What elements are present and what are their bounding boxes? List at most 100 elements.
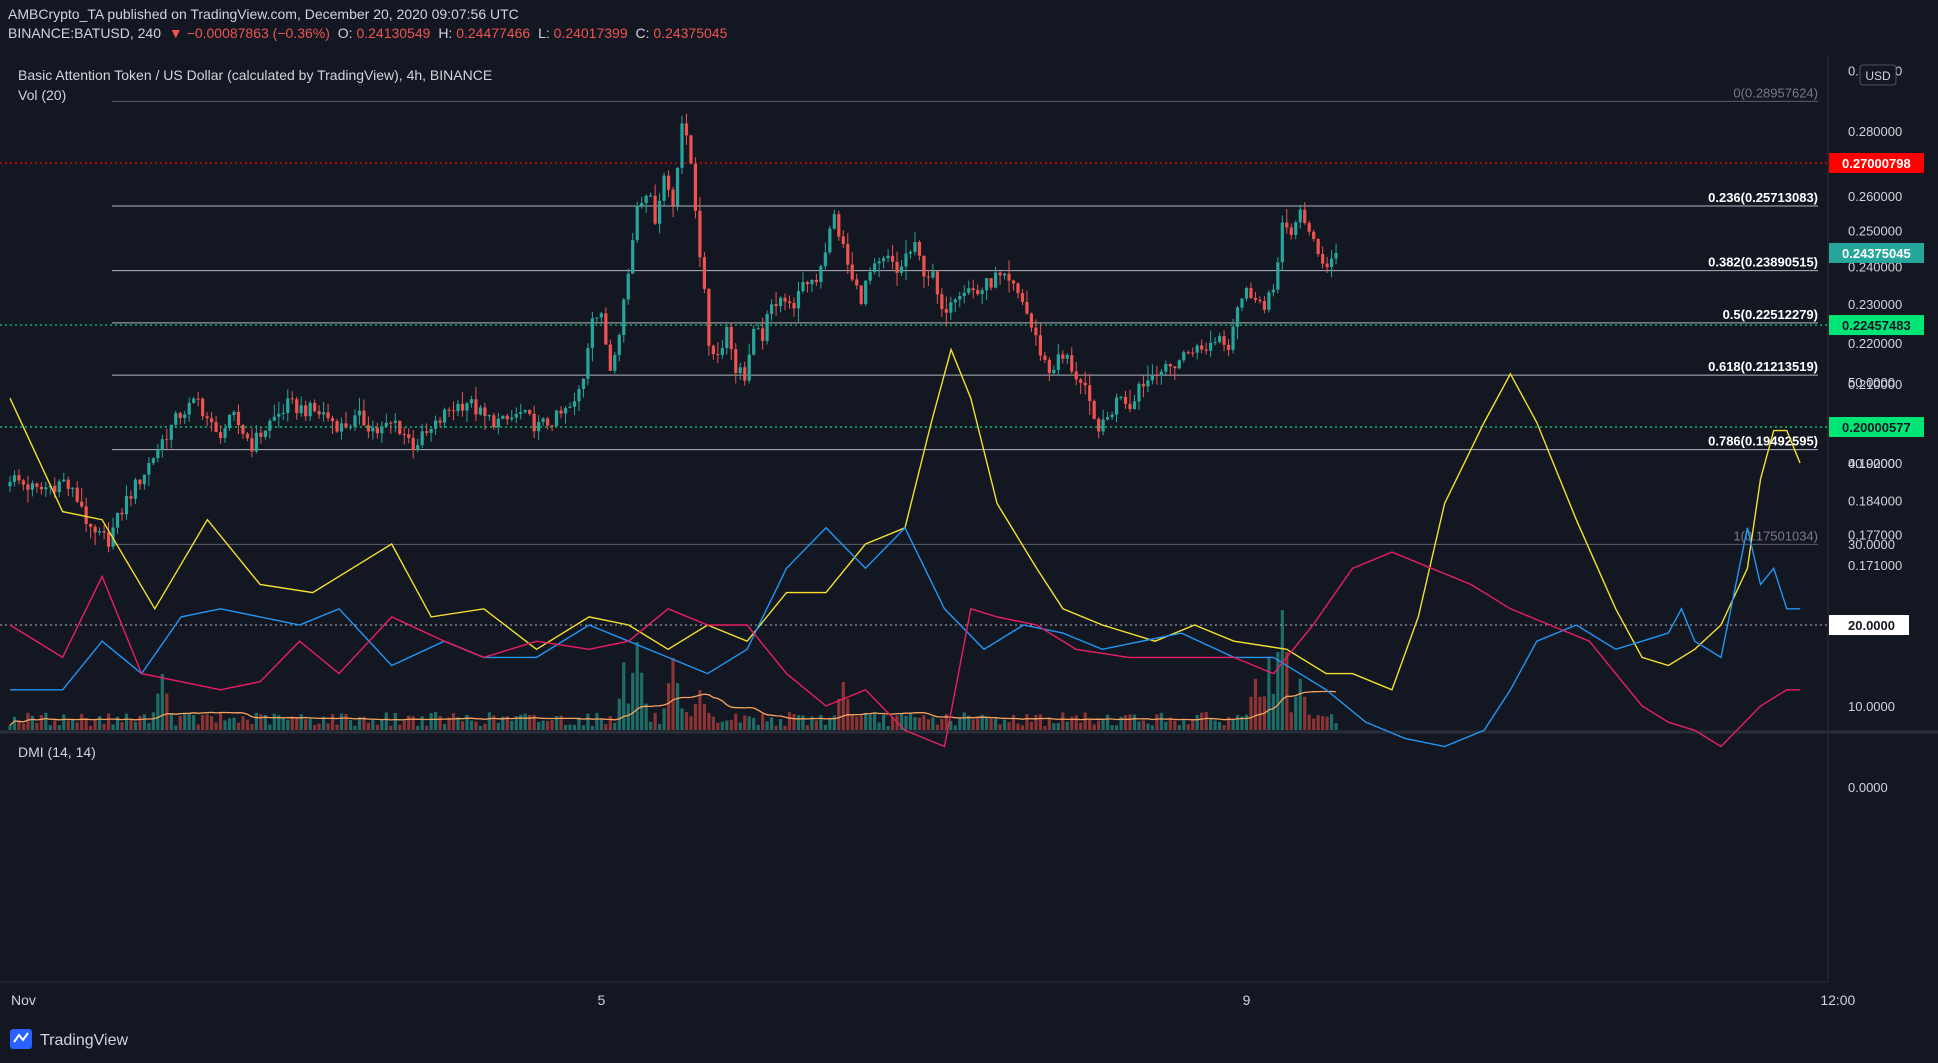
candle-body[interactable] (855, 279, 859, 286)
candle-body[interactable] (1119, 396, 1123, 398)
candle-body[interactable] (290, 398, 294, 400)
candle-body[interactable] (559, 410, 563, 414)
candle-body[interactable] (429, 428, 433, 433)
candle-body[interactable] (1020, 293, 1025, 302)
candle-body[interactable] (259, 432, 263, 437)
candle-body[interactable] (398, 420, 402, 434)
candle-body[interactable] (1316, 238, 1320, 255)
candle-body[interactable] (106, 532, 111, 547)
candle-body[interactable] (595, 317, 599, 319)
candle-body[interactable] (1088, 385, 1092, 401)
candle-body[interactable] (142, 474, 146, 485)
candle-body[interactable] (698, 210, 702, 258)
candle-body[interactable] (227, 414, 232, 429)
candle-body[interactable] (1043, 355, 1047, 360)
price-badge[interactable] (1829, 152, 1924, 173)
price-badge[interactable] (1829, 416, 1924, 437)
candle-body[interactable] (931, 271, 935, 278)
candle-body[interactable] (859, 285, 863, 304)
candle-body[interactable] (532, 413, 536, 432)
candle-body[interactable] (985, 278, 989, 291)
candle-body[interactable] (572, 401, 577, 407)
candle-body[interactable] (165, 439, 169, 441)
candle-body[interactable] (304, 405, 308, 417)
candle-body[interactable] (958, 296, 962, 300)
candle-body[interactable] (801, 281, 805, 292)
candle-body[interactable] (1061, 354, 1065, 359)
candle-body[interactable] (716, 354, 720, 356)
candle-body[interactable] (1294, 222, 1298, 235)
dmi-lines[interactable] (0, 347, 1828, 748)
candle-body[interactable] (546, 418, 550, 426)
candle-body[interactable] (326, 412, 330, 418)
time-axis[interactable]: Nov5912:001612:002327Dec712:001412:00211… (11, 992, 1938, 1008)
candle-body[interactable] (339, 423, 344, 432)
candle-body[interactable] (622, 299, 626, 335)
candle-body[interactable] (1258, 299, 1262, 302)
candle-body[interactable] (26, 484, 30, 490)
candle-body[interactable] (1034, 327, 1038, 336)
candle-body[interactable] (792, 303, 796, 309)
minus-di-line[interactable] (9, 551, 1800, 748)
candle-body[interactable] (841, 236, 845, 244)
candle-body[interactable] (1249, 288, 1253, 298)
candle-body[interactable] (322, 412, 326, 415)
candle-body[interactable] (675, 167, 680, 206)
candle-body[interactable] (743, 367, 747, 381)
candle-body[interactable] (1303, 209, 1307, 224)
candle-body[interactable] (617, 334, 621, 355)
candle-body[interactable] (183, 414, 187, 418)
candle-body[interactable] (1218, 336, 1222, 343)
candle-body[interactable] (250, 438, 254, 452)
candle-body[interactable] (1244, 288, 1249, 299)
candle-body[interactable] (810, 279, 814, 285)
candle-body[interactable] (1114, 397, 1119, 415)
candle-body[interactable] (1029, 313, 1034, 328)
candle-body[interactable] (201, 398, 205, 417)
candle-body[interactable] (913, 241, 917, 252)
candle-body[interactable] (1123, 396, 1128, 404)
candle-body[interactable] (989, 278, 993, 288)
candle-body[interactable] (505, 415, 509, 420)
candle-body[interactable] (1209, 342, 1213, 351)
candle-body[interactable] (232, 411, 236, 415)
candle-body[interactable] (976, 290, 980, 295)
candle-body[interactable] (416, 445, 420, 450)
candle-body[interactable] (196, 398, 200, 400)
candle-body[interactable] (904, 253, 908, 267)
candle-body[interactable] (796, 291, 801, 309)
candle-body[interactable] (514, 413, 518, 418)
candle-body[interactable] (1298, 209, 1302, 223)
candle-body[interactable] (590, 318, 594, 349)
candle-body[interactable] (66, 479, 70, 489)
candle-body[interactable] (868, 271, 872, 281)
candle-body[interactable] (640, 203, 644, 206)
candle-body[interactable] (1280, 222, 1284, 263)
candle-body[interactable] (344, 423, 348, 428)
candle-body[interactable] (1195, 345, 1199, 353)
candle-body[interactable] (1276, 262, 1280, 290)
candle-body[interactable] (890, 255, 895, 262)
candle-body[interactable] (124, 496, 129, 515)
candle-body[interactable] (1191, 352, 1195, 354)
candle-body[interactable] (21, 480, 26, 485)
candle-body[interactable] (57, 481, 61, 493)
candle-body[interactable] (837, 214, 841, 237)
candle-body[interactable] (1334, 252, 1338, 259)
candle-body[interactable] (389, 422, 393, 424)
candle-body[interactable] (375, 427, 379, 434)
price-axis[interactable]: 0.3000000.2800000.2600000.2500000.240000… (1829, 63, 1924, 573)
candle-body[interactable] (1074, 371, 1078, 380)
candle-body[interactable] (447, 409, 451, 411)
candle-body[interactable] (218, 432, 223, 438)
candle-body[interactable] (362, 410, 366, 426)
candle-body[interactable] (483, 407, 487, 416)
candle-body[interactable] (519, 412, 523, 414)
candle-body[interactable] (787, 301, 792, 304)
candle-body[interactable] (962, 292, 966, 297)
candle-body[interactable] (778, 297, 783, 307)
candle-body[interactable] (223, 428, 227, 438)
candle-body[interactable] (819, 266, 823, 283)
candle-body[interactable] (1267, 292, 1271, 310)
candle-body[interactable] (1182, 352, 1186, 361)
